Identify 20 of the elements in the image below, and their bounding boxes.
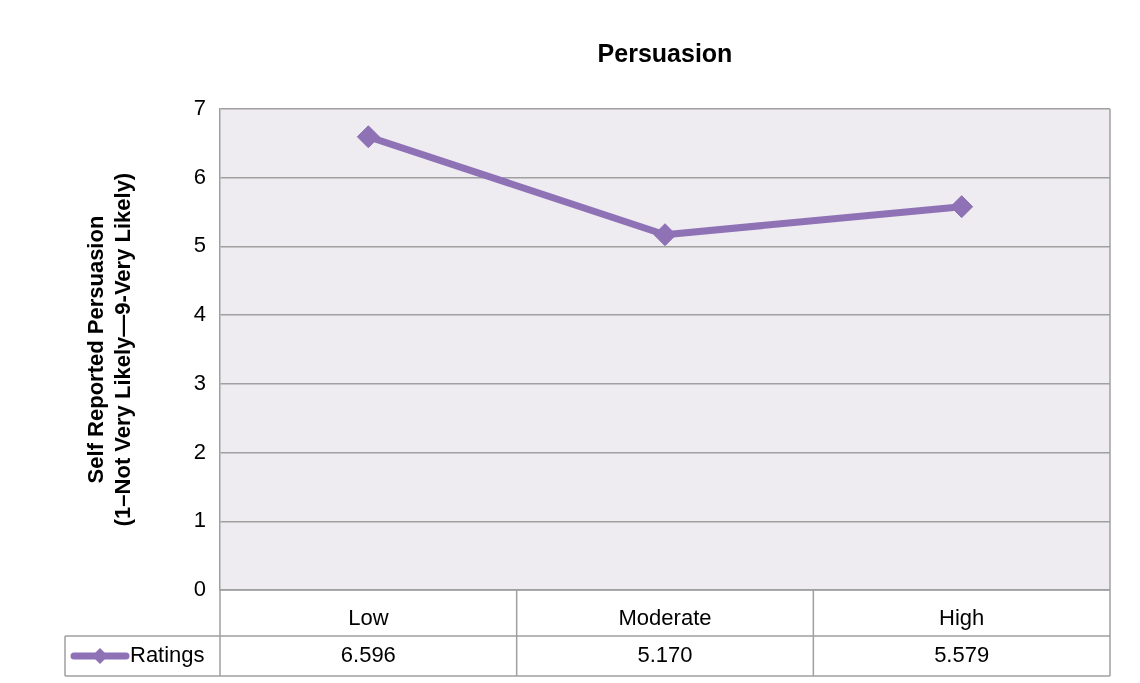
y-tick-label: 0 [193, 576, 206, 602]
data-label: 6.596 [340, 642, 396, 668]
y-tick-label: 2 [193, 438, 206, 464]
x-tick-label: High [939, 605, 985, 631]
y-tick-label: 4 [193, 301, 206, 327]
y-tick-label: 3 [193, 369, 206, 395]
data-label: 5.579 [934, 642, 990, 668]
legend-label: Ratings [130, 642, 205, 668]
y-tick-label: 6 [193, 163, 206, 189]
y-tick-label: 1 [193, 507, 206, 533]
point [356, 125, 380, 149]
point [653, 223, 677, 247]
x-tick-label: Moderate [618, 605, 712, 631]
point [950, 195, 974, 219]
y-axis-title: Self Reported Persuasion (1–Not Very Likely—9-Very Likely) [83, 172, 135, 527]
data-label: 5.170 [637, 642, 693, 668]
x-tick-label: Low [348, 605, 389, 631]
y-tick-label: 5 [193, 232, 206, 258]
y-tick-label: 7 [193, 95, 206, 121]
chart-title: Persuasion [597, 38, 733, 67]
